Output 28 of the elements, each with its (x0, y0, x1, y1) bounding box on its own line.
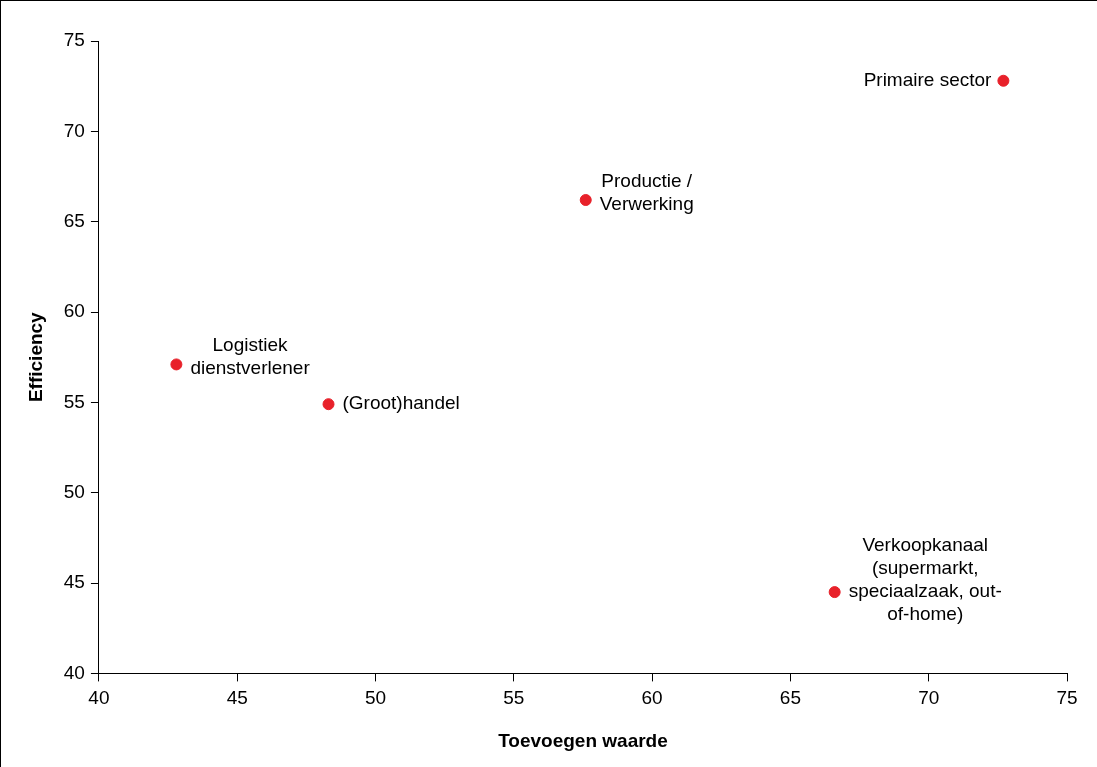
y-tick-label: 45 (63, 571, 85, 593)
y-tick-label: 50 (63, 480, 85, 502)
y-tick-label: 40 (63, 661, 85, 683)
x-tick-label: 65 (779, 687, 801, 709)
x-tick-label: 70 (918, 687, 940, 709)
annotation: Verkoopkanaal (supermarkt, speciaalzaak, out- of-home) (848, 534, 1002, 625)
y-tick-label: 60 (63, 300, 85, 322)
x-tick-label: 60 (641, 687, 663, 709)
annotation: Primaire sector (863, 68, 993, 90)
point (828, 586, 841, 599)
annotation: Logistiek dienstverlener (190, 334, 311, 379)
y-axis-title: Efficiency (24, 311, 46, 403)
x-axis-title: Toevoegen waarde (498, 729, 668, 751)
y-tick-label: 55 (63, 390, 85, 412)
x-tick-label: 50 (364, 687, 387, 709)
y-tick-label: 65 (63, 209, 85, 231)
y-tick-label: 75 (63, 29, 85, 51)
point (579, 194, 592, 206)
annotation: (Groot)handel (342, 392, 460, 414)
point (322, 398, 335, 411)
annotation: Productie / Verwerking (599, 169, 694, 214)
point (170, 358, 183, 371)
x-tick-label: 55 (503, 687, 525, 709)
x-tick-label: 40 (88, 687, 110, 709)
point (997, 74, 1010, 87)
y-tick-label: 70 (63, 119, 85, 141)
x-tick-label: 75 (1056, 687, 1078, 709)
x-tick-label: 45 (226, 687, 248, 709)
